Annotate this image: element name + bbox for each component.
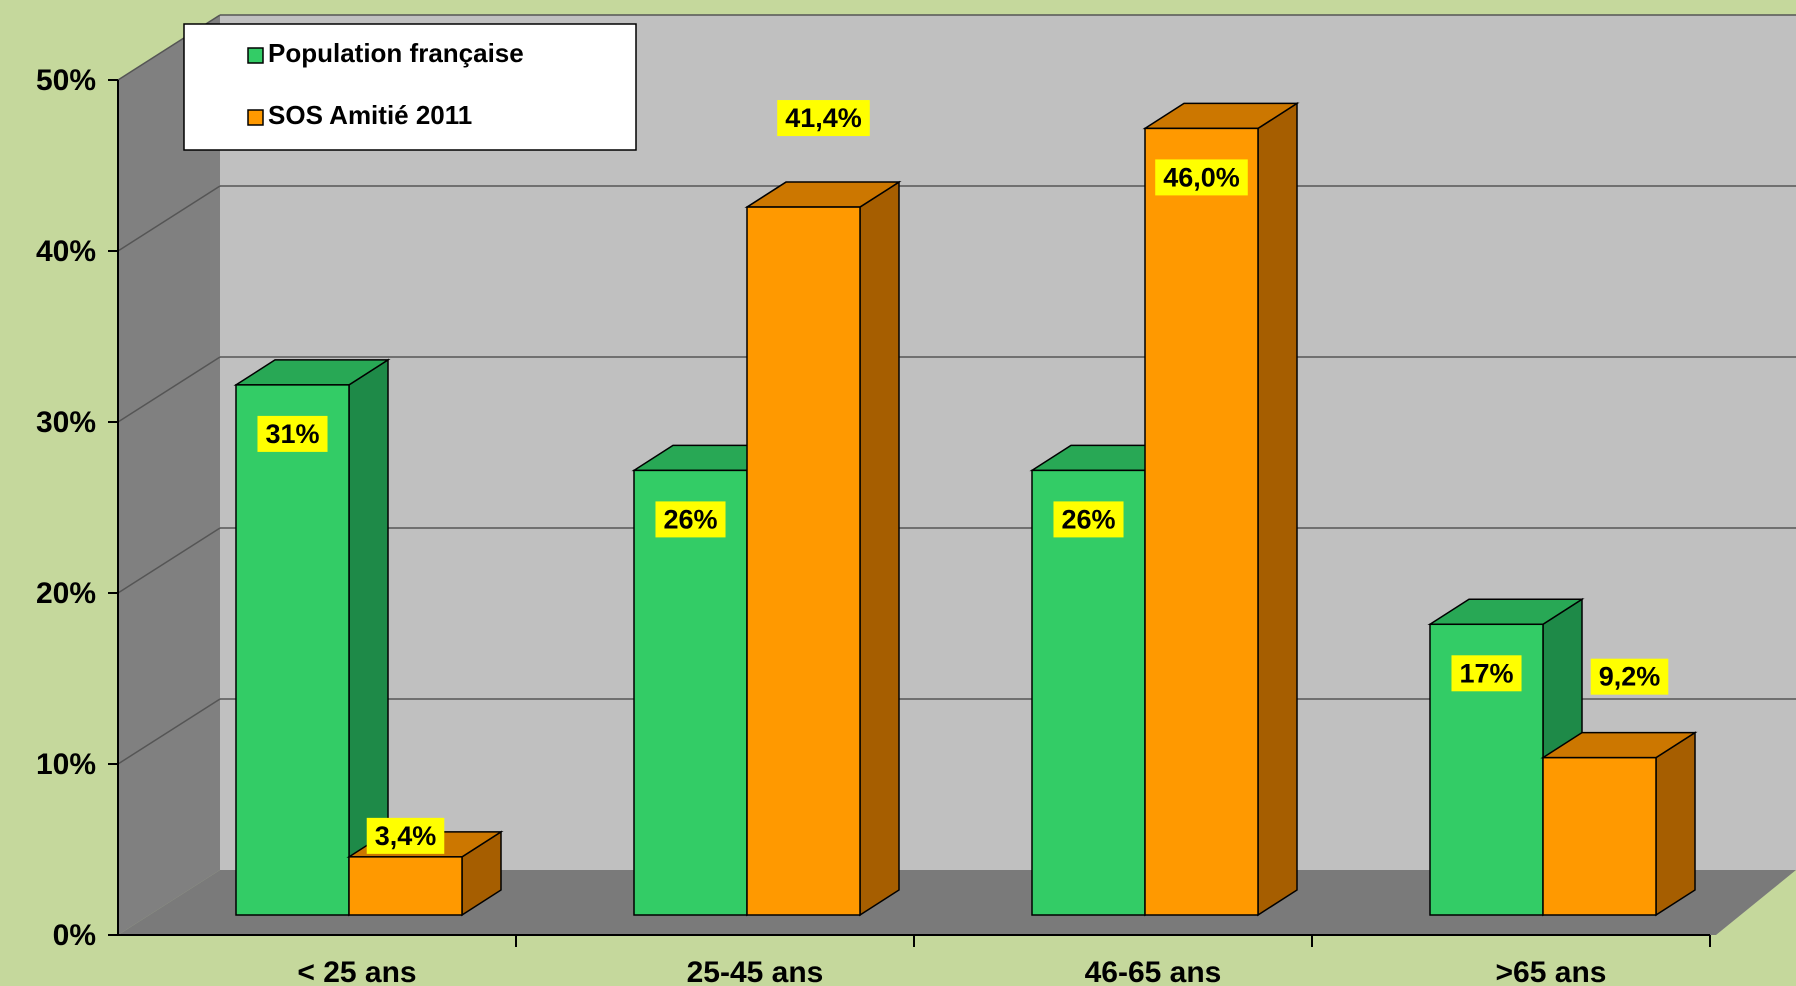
bar: [1142, 102, 1300, 917]
svg-text:26%: 26%: [1061, 504, 1115, 534]
legend-box: [183, 23, 637, 151]
bar-side: [1257, 102, 1298, 917]
svg-text:46,0%: 46,0%: [1163, 162, 1240, 192]
gridline-side: [117, 356, 221, 423]
x-tick-label: 25-45 ans: [687, 956, 824, 986]
svg-text:26%: 26%: [663, 504, 717, 534]
data-label: 31%: [257, 415, 328, 452]
y-tick-label: 0%: [53, 919, 96, 952]
bar: [744, 180, 902, 917]
bar-front: [348, 856, 463, 916]
bar: [1540, 731, 1698, 917]
bar-front: [1144, 127, 1259, 916]
legend-swatch: [247, 109, 264, 126]
bar-front: [1542, 756, 1657, 916]
svg-text:41,4%: 41,4%: [785, 103, 862, 133]
svg-text:17%: 17%: [1459, 658, 1513, 688]
y-tick-label: 20%: [36, 577, 96, 610]
bar: [1427, 597, 1585, 917]
gridline-side: [117, 527, 221, 594]
bar-front: [746, 206, 861, 916]
bar-side: [1655, 731, 1696, 917]
svg-text:31%: 31%: [265, 419, 319, 449]
gridline-side: [117, 698, 221, 765]
plot-wall: [220, 15, 1796, 870]
svg-text:3,4%: 3,4%: [375, 821, 437, 851]
side-wall: [118, 15, 220, 935]
bar-front: [1031, 469, 1146, 916]
data-label: 9,2%: [1590, 658, 1669, 695]
data-label: 26%: [655, 501, 726, 538]
x-tick-label: 46-65 ans: [1085, 956, 1222, 986]
y-tick-label: 50%: [36, 64, 96, 97]
data-label: 46,0%: [1155, 159, 1248, 196]
bar-front: [633, 469, 748, 916]
data-label: 17%: [1451, 655, 1522, 692]
data-label: 41,4%: [777, 100, 870, 137]
bar: [233, 358, 391, 917]
data-label: 26%: [1053, 501, 1124, 538]
gridline-side: [117, 185, 221, 252]
legend-label: SOS Amitié 2011: [268, 100, 472, 130]
y-tick-label: 40%: [36, 235, 96, 268]
x-tick-label: < 25 ans: [297, 956, 416, 986]
svg-text:9,2%: 9,2%: [1599, 662, 1661, 692]
legend: Population française SOS Amitié 2011: [183, 23, 637, 151]
y-tick-label: 30%: [36, 406, 96, 439]
legend-swatch: [247, 47, 264, 64]
y-tick-label: 10%: [36, 748, 96, 781]
legend-label: Population française: [268, 38, 524, 68]
floor: [118, 870, 1796, 935]
x-tick-label: >65 ans: [1496, 956, 1607, 986]
bar-front: [235, 384, 350, 916]
data-label: 3,4%: [366, 817, 445, 854]
bar-side: [859, 180, 900, 917]
